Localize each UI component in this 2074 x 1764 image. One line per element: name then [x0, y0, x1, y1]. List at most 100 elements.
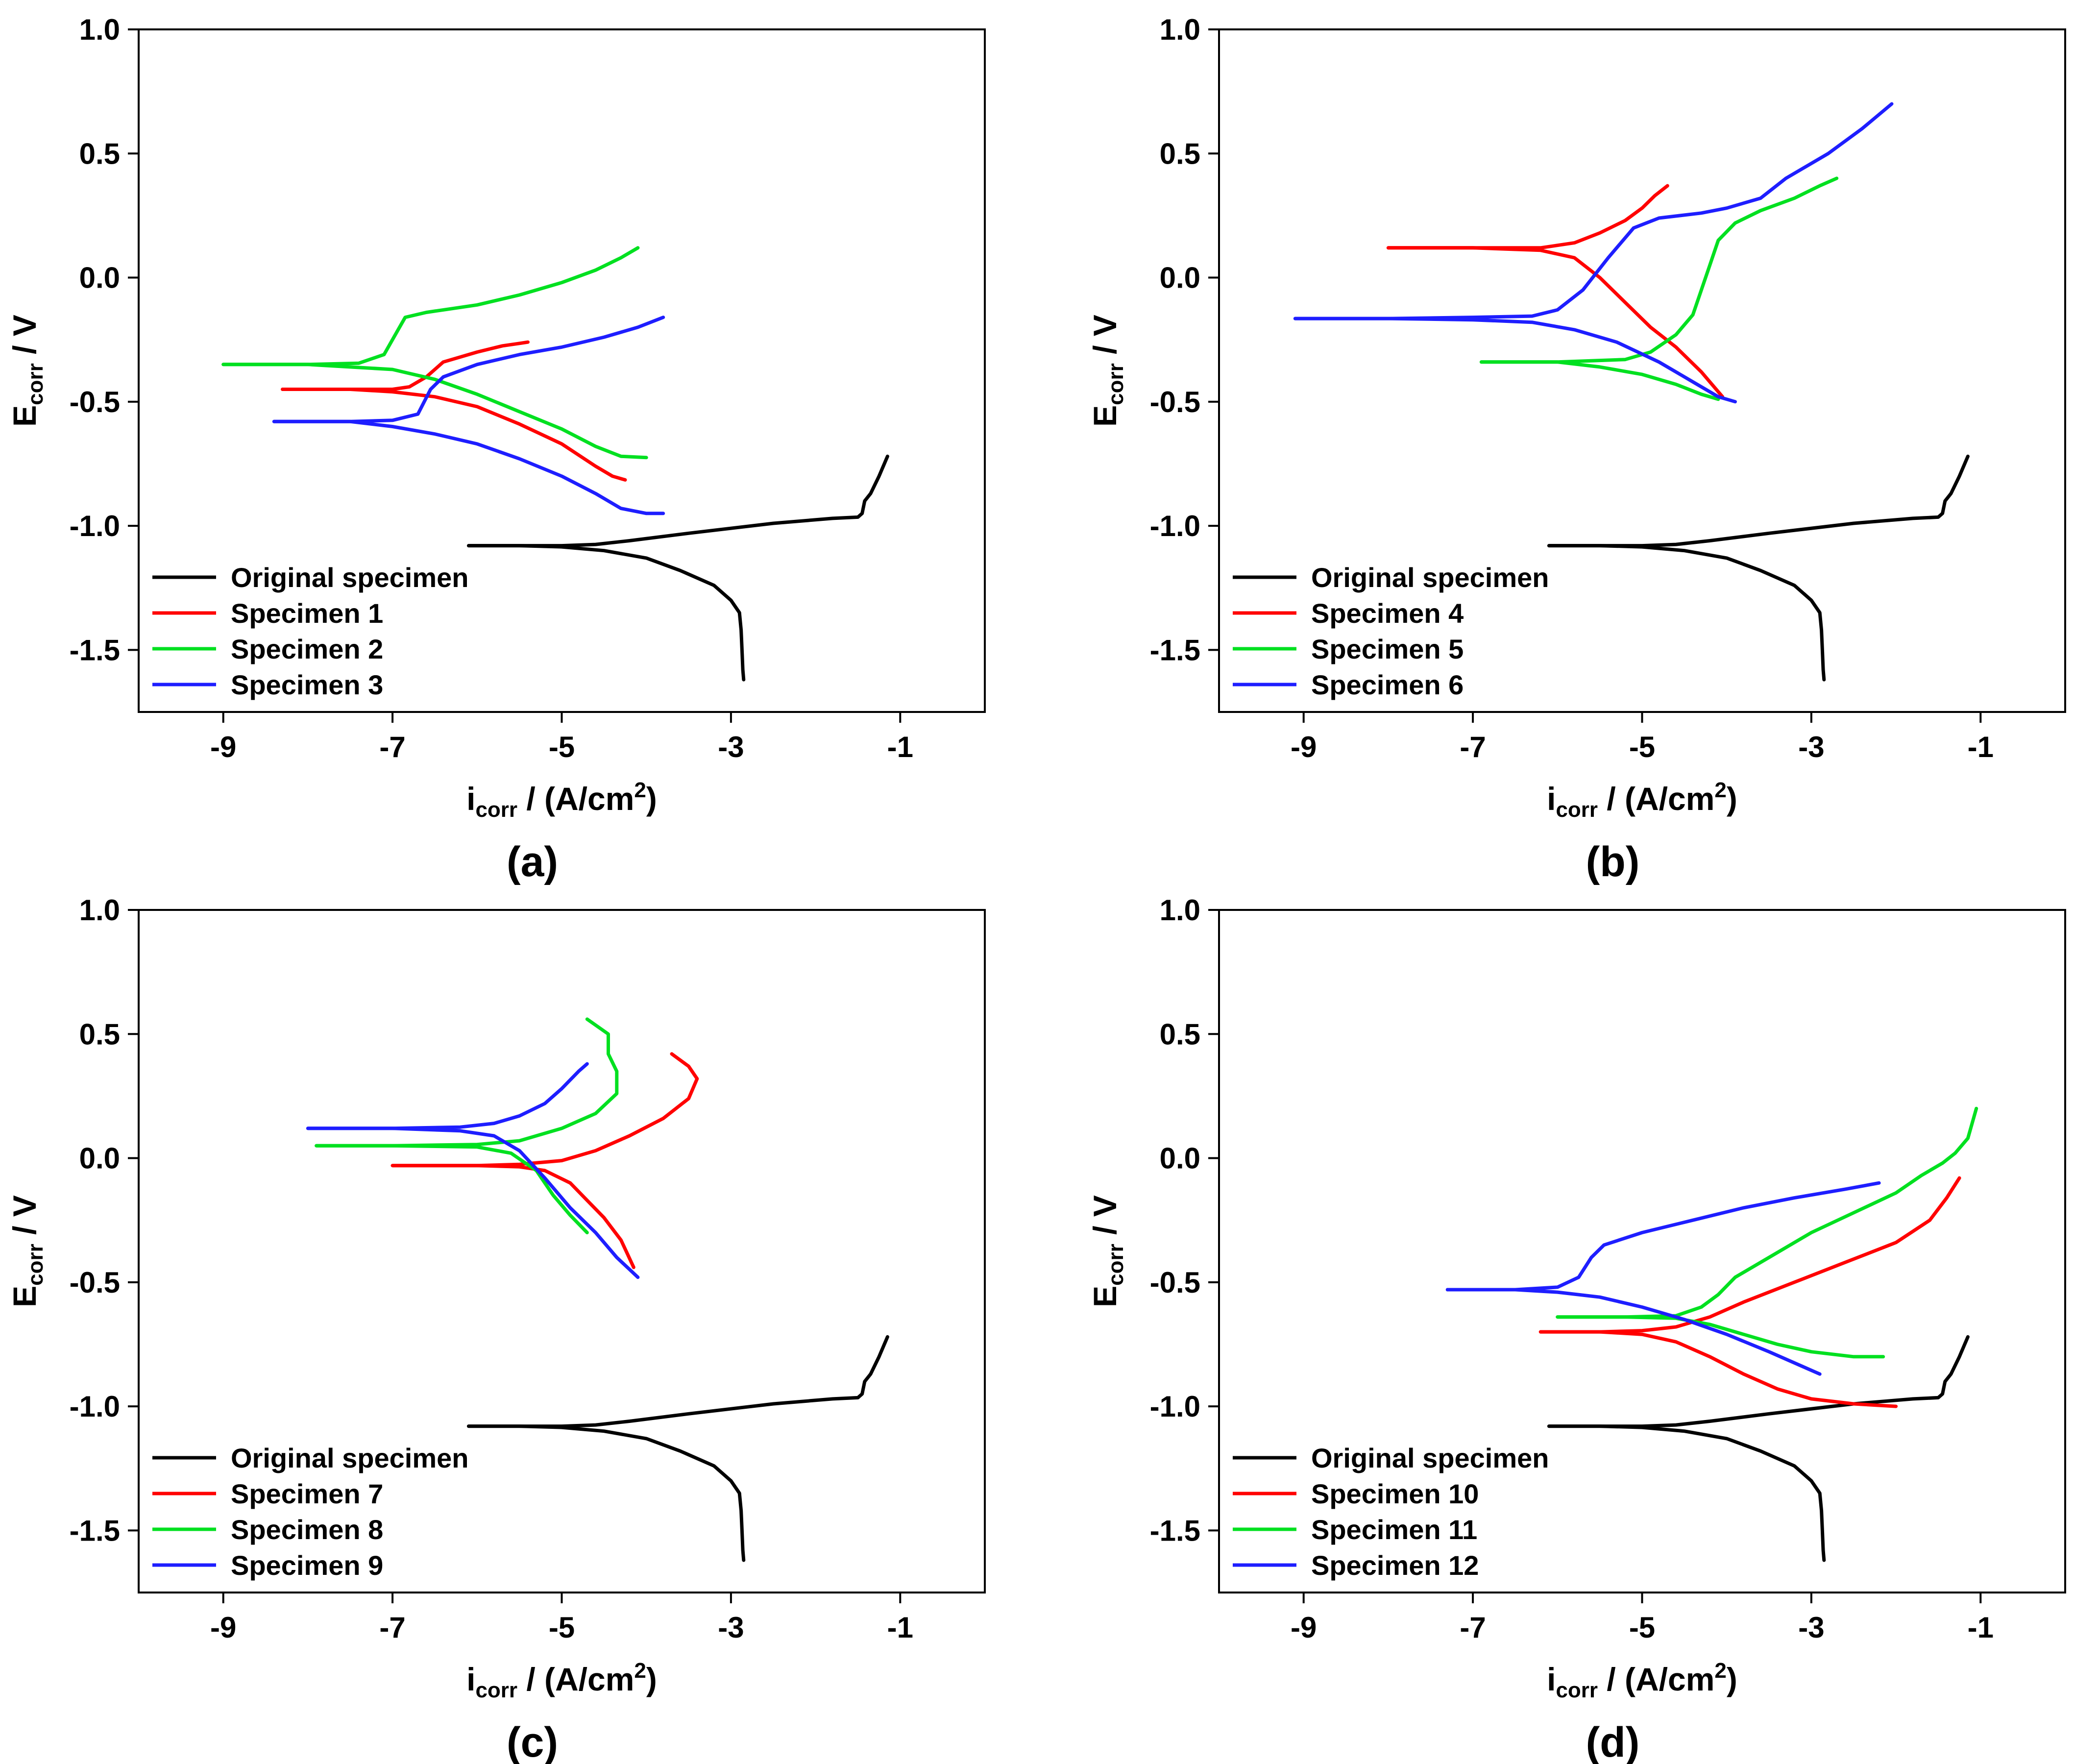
- x-tick-label: -7: [379, 1611, 405, 1644]
- series-3-anodic-curve: [306, 1062, 589, 1130]
- x-axis-label: icorr / (A/cm2): [466, 1659, 657, 1702]
- y-tick-label: 0.5: [1160, 137, 1200, 170]
- legend-label: Specimen 10: [1311, 1478, 1479, 1509]
- x-tick-label: -5: [1629, 1611, 1655, 1644]
- x-tick-label: -9: [210, 1611, 236, 1644]
- y-axis-label: Ecorr / V: [1087, 1195, 1128, 1307]
- series-3-anodic-curve: [1293, 102, 1894, 320]
- y-tick-label: 0.0: [79, 262, 120, 294]
- series-3-cathodic-curve: [272, 419, 665, 515]
- legend-label: Specimen 8: [231, 1514, 383, 1545]
- y-tick-label: 0.5: [79, 1018, 120, 1051]
- series-3-cathodic-curve: [1293, 317, 1737, 404]
- y-tick-label: -0.5: [70, 386, 120, 418]
- legend-label: Specimen 2: [231, 634, 383, 664]
- y-tick-label: 0.5: [1160, 1018, 1200, 1051]
- x-tick-label: -5: [549, 731, 575, 763]
- y-tick-label: 0.0: [1160, 262, 1200, 294]
- series-2-anodic-curve: [1556, 1106, 1978, 1319]
- y-tick-label: 0.5: [79, 137, 120, 170]
- series-2-anodic-curve: [221, 246, 640, 367]
- x-tick-label: -7: [1460, 731, 1486, 763]
- series-3-cathodic-curve: [306, 1127, 640, 1279]
- panel-b: -9 -7 -5 -3 -1 1.0 0.5 0.0 -0.5 -1.0 -1.5 icorr / (…: [1087, 13, 2066, 885]
- series-2-cathodic-curve: [1556, 1315, 1885, 1359]
- y-tick-label: 1.0: [79, 894, 120, 927]
- panel-a: -9 -7 -5 -3 -1 1.0 0.5 0.0 -0.5 -1.0 -1.5 icorr / (…: [6, 13, 986, 885]
- series-3-anodic-curve: [272, 316, 665, 423]
- y-tick-label: -1.0: [70, 1390, 120, 1423]
- x-tick-label: -7: [1460, 1611, 1486, 1644]
- x-axis-label: icorr / (A/cm2): [1547, 778, 1737, 822]
- legend-label: Original specimen: [231, 562, 469, 593]
- x-tick-label: -3: [718, 1611, 744, 1644]
- x-tick-label: -1: [1968, 731, 1994, 763]
- series-1-anodic-curve: [390, 1052, 699, 1168]
- legend-label: Specimen 9: [231, 1550, 383, 1581]
- panel-label: (d): [1586, 1719, 1640, 1764]
- x-tick-label: -1: [887, 731, 913, 763]
- series-0-cathodic-curve: [467, 1424, 746, 1562]
- y-tick-label: 0.0: [1160, 1142, 1200, 1175]
- series-0-anodic-curve: [467, 1335, 889, 1428]
- y-tick-label: 1.0: [79, 13, 120, 46]
- series-0-anodic-curve: [1547, 1335, 1970, 1428]
- series-0-cathodic-curve: [467, 544, 746, 682]
- series-2-cathodic-curve: [315, 1144, 589, 1234]
- y-tick-label: -1.0: [70, 510, 120, 542]
- series-2-cathodic-curve: [221, 363, 648, 460]
- legend-label: Original specimen: [231, 1443, 469, 1473]
- y-tick-label: -1.5: [70, 634, 120, 666]
- panel-label: (c): [507, 1719, 558, 1764]
- y-tick-label: -1.5: [1150, 634, 1200, 666]
- y-tick-label: -0.5: [1150, 1266, 1200, 1299]
- y-tick-label: 1.0: [1160, 894, 1200, 927]
- y-tick-label: -1.0: [1150, 510, 1200, 542]
- y-tick-label: -1.5: [1150, 1514, 1200, 1547]
- panel-d: -9 -7 -5 -3 -1 1.0 0.5 0.0 -0.5 -1.0 -1.5 icorr / (…: [1087, 894, 2066, 1764]
- legend-label: Specimen 6: [1311, 669, 1464, 700]
- y-tick-label: -1.0: [1150, 1390, 1200, 1423]
- legend: Original specimen Specimen 10 Specimen 11 S…: [1233, 1443, 1549, 1581]
- x-axis-label: icorr / (A/cm2): [1547, 1659, 1737, 1702]
- y-tick-label: -1.5: [70, 1514, 120, 1547]
- legend-label: Original specimen: [1311, 562, 1549, 593]
- y-tick-label: -0.5: [1150, 386, 1200, 418]
- panel-c: -9 -7 -5 -3 -1 1.0 0.5 0.0 -0.5 -1.0 -1.5 icorr / (…: [6, 894, 986, 1764]
- x-axis-label: icorr / (A/cm2): [466, 778, 657, 822]
- series-1-anodic-curve: [1538, 1176, 1961, 1334]
- y-tick-label: 0.0: [79, 1142, 120, 1175]
- legend-label: Specimen 3: [231, 669, 383, 700]
- series-0-cathodic-curve: [1547, 544, 1826, 682]
- legend: Original specimen Specimen 1 Specimen 2 Spe…: [152, 562, 469, 700]
- legend-label: Specimen 5: [1311, 634, 1464, 664]
- legend-label: Specimen 12: [1311, 1550, 1479, 1581]
- x-tick-label: -7: [379, 731, 405, 763]
- panel-label: (b): [1586, 838, 1640, 885]
- series-1-cathodic-curve: [390, 1164, 635, 1269]
- series-1-cathodic-curve: [281, 388, 627, 482]
- series-3-anodic-curve: [1445, 1181, 1881, 1292]
- x-tick-label: -9: [1291, 731, 1317, 763]
- x-tick-label: -9: [210, 731, 236, 763]
- series-1-cathodic-curve: [1538, 1330, 1898, 1408]
- legend: Original specimen Specimen 7 Specimen 8 Spe…: [152, 1443, 469, 1581]
- x-tick-label: -3: [1798, 1611, 1824, 1644]
- series-0-anodic-curve: [467, 454, 889, 548]
- series-2-anodic-curve: [1479, 176, 1839, 364]
- legend-label: Original specimen: [1311, 1443, 1549, 1473]
- x-tick-label: -9: [1291, 1611, 1317, 1644]
- series-1-cathodic-curve: [1386, 246, 1725, 399]
- y-axis-label: Ecorr / V: [6, 315, 48, 427]
- series-3-cathodic-curve: [1445, 1288, 1822, 1376]
- x-tick-label: -1: [1968, 1611, 1994, 1644]
- panel-label: (a): [507, 838, 558, 885]
- series-2-cathodic-curve: [1479, 360, 1720, 401]
- legend-label: Specimen 4: [1311, 598, 1464, 629]
- series-0-cathodic-curve: [1547, 1424, 1826, 1562]
- y-axis-label: Ecorr / V: [6, 1195, 48, 1307]
- x-tick-label: -5: [1629, 731, 1655, 763]
- legend-label: Specimen 1: [231, 598, 383, 629]
- legend: Original specimen Specimen 4 Specimen 5 Spe…: [1233, 562, 1549, 700]
